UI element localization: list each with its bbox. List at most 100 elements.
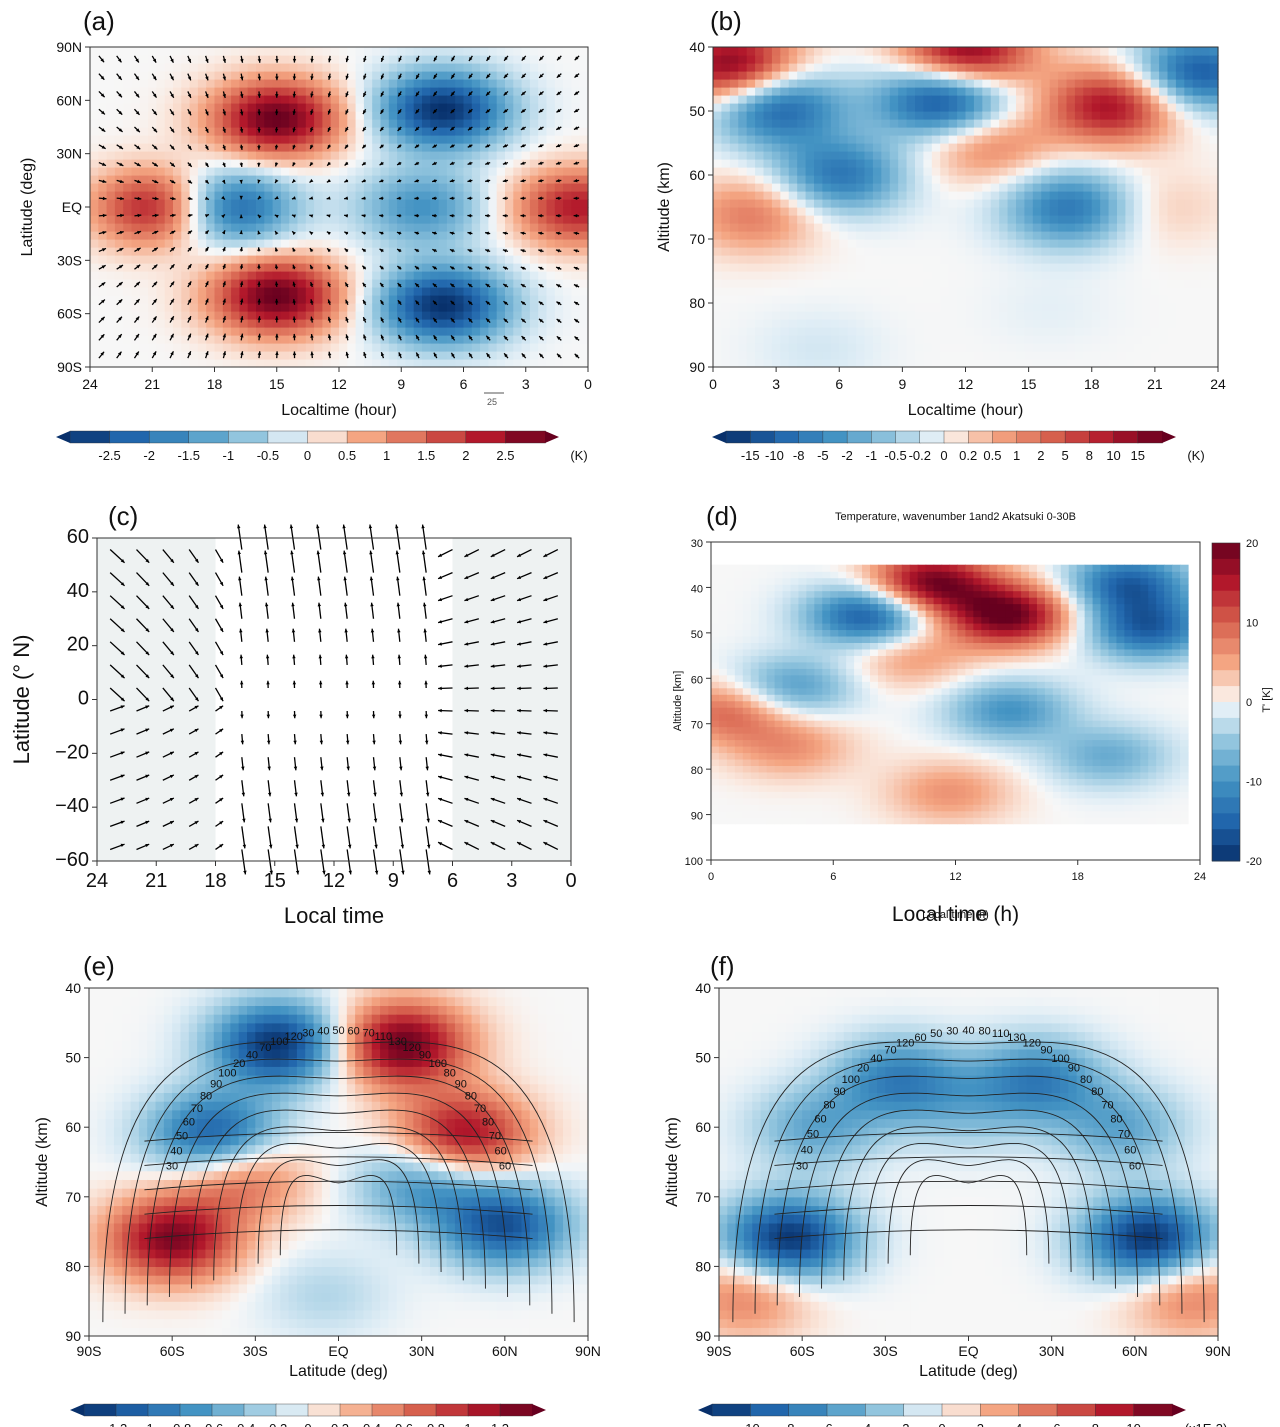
heat-cell bbox=[148, 271, 157, 280]
heat-cell bbox=[330, 239, 340, 248]
heat-cell bbox=[189, 343, 199, 352]
heat-cell bbox=[999, 287, 1009, 296]
heat-cell bbox=[463, 239, 473, 248]
heat-cell bbox=[948, 263, 958, 272]
heat-cell bbox=[438, 47, 448, 56]
heat-cell bbox=[948, 63, 958, 72]
heat-cell bbox=[881, 319, 891, 328]
heat-cell bbox=[438, 143, 448, 152]
heat-cell bbox=[746, 55, 756, 64]
heat-cell bbox=[289, 191, 299, 200]
heat-cell bbox=[289, 239, 299, 248]
heat-cell bbox=[864, 295, 874, 304]
heat-cell bbox=[571, 63, 581, 72]
heat-cell bbox=[965, 311, 975, 320]
heat-cell bbox=[755, 167, 765, 176]
heat-cell bbox=[289, 119, 299, 128]
heat-cell bbox=[847, 351, 857, 360]
heat-cell bbox=[480, 87, 489, 96]
heat-cell bbox=[471, 199, 481, 208]
wind-arrowhead bbox=[257, 162, 261, 167]
heat-cell bbox=[438, 335, 448, 344]
heat-cell bbox=[206, 55, 216, 64]
heat-cell bbox=[999, 183, 1009, 192]
wind-arrowhead bbox=[363, 58, 367, 63]
heat-cell bbox=[98, 79, 108, 88]
wind-arrowhead bbox=[363, 110, 367, 115]
heat-cell bbox=[90, 223, 99, 232]
heat-cell bbox=[898, 239, 908, 248]
heat-cell bbox=[131, 231, 141, 240]
heat-cell bbox=[906, 143, 916, 152]
heat-cell bbox=[289, 335, 299, 344]
heat-cell bbox=[471, 287, 481, 296]
heat-cell bbox=[839, 207, 849, 216]
heat-cell bbox=[940, 159, 950, 168]
heat-cell bbox=[314, 263, 323, 272]
heat-cell bbox=[546, 319, 556, 328]
heat-cell bbox=[289, 343, 299, 352]
heat-cell bbox=[496, 215, 506, 224]
heat-cell bbox=[330, 71, 340, 80]
heat-cell bbox=[554, 279, 564, 288]
heat-cell bbox=[322, 295, 332, 304]
wind-arrowhead bbox=[449, 214, 454, 218]
heat-cell bbox=[965, 95, 975, 104]
wind-arrowhead bbox=[154, 213, 159, 218]
heat-cell bbox=[864, 167, 874, 176]
heat-cell bbox=[139, 271, 149, 280]
heat-cell bbox=[264, 351, 274, 360]
heat-cell bbox=[247, 223, 257, 232]
heat-cell bbox=[864, 231, 874, 240]
heat-cell bbox=[156, 271, 166, 280]
heat-cell bbox=[847, 151, 857, 160]
heat-cell bbox=[247, 111, 257, 120]
wind-arrowhead bbox=[154, 179, 159, 184]
heat-cell bbox=[239, 63, 249, 72]
heat-cell bbox=[123, 319, 133, 328]
heat-cell bbox=[505, 135, 514, 144]
heat-cell bbox=[131, 255, 141, 264]
heat-cell bbox=[222, 287, 232, 296]
heat-cell bbox=[780, 271, 790, 280]
heat-cell bbox=[480, 199, 489, 208]
heat-cell bbox=[380, 327, 390, 336]
heat-cell bbox=[529, 327, 539, 336]
heat-cell bbox=[189, 151, 199, 160]
heat-cell bbox=[738, 247, 748, 256]
heat-cell bbox=[222, 191, 232, 200]
wind-arrowhead bbox=[573, 178, 578, 183]
heat-cell bbox=[856, 143, 866, 152]
heat-cell bbox=[839, 287, 849, 296]
heat-cell bbox=[999, 143, 1009, 152]
heat-cell bbox=[931, 119, 941, 128]
heat-cell bbox=[297, 111, 307, 120]
heat-cell bbox=[1032, 359, 1042, 368]
heat-cell bbox=[189, 351, 199, 360]
wind-arrowhead bbox=[292, 93, 297, 98]
wind-arrowhead bbox=[204, 179, 209, 184]
heat-cell bbox=[839, 239, 849, 248]
heat-cell bbox=[247, 239, 257, 248]
wind-arrowhead bbox=[363, 334, 367, 339]
heat-cell bbox=[206, 343, 216, 352]
heat-cell bbox=[856, 95, 866, 104]
heat-cell bbox=[805, 119, 815, 128]
heat-cell bbox=[347, 303, 357, 312]
wind-arrowhead bbox=[102, 162, 107, 166]
heat-cell bbox=[98, 303, 108, 312]
heat-cell bbox=[771, 135, 781, 144]
heat-cell bbox=[940, 295, 950, 304]
heat-cell bbox=[729, 119, 739, 128]
wind-arrowhead bbox=[361, 231, 366, 236]
heat-cell bbox=[915, 111, 925, 120]
heat-cell bbox=[90, 151, 99, 160]
heat-cell bbox=[571, 319, 581, 328]
colorbar-segment bbox=[148, 430, 190, 444]
heat-cell bbox=[563, 87, 572, 96]
heat-cell bbox=[355, 167, 365, 176]
heat-cell bbox=[397, 335, 406, 344]
wind-arrowhead bbox=[275, 179, 279, 183]
heat-cell bbox=[480, 79, 489, 88]
heat-cell bbox=[554, 239, 564, 248]
